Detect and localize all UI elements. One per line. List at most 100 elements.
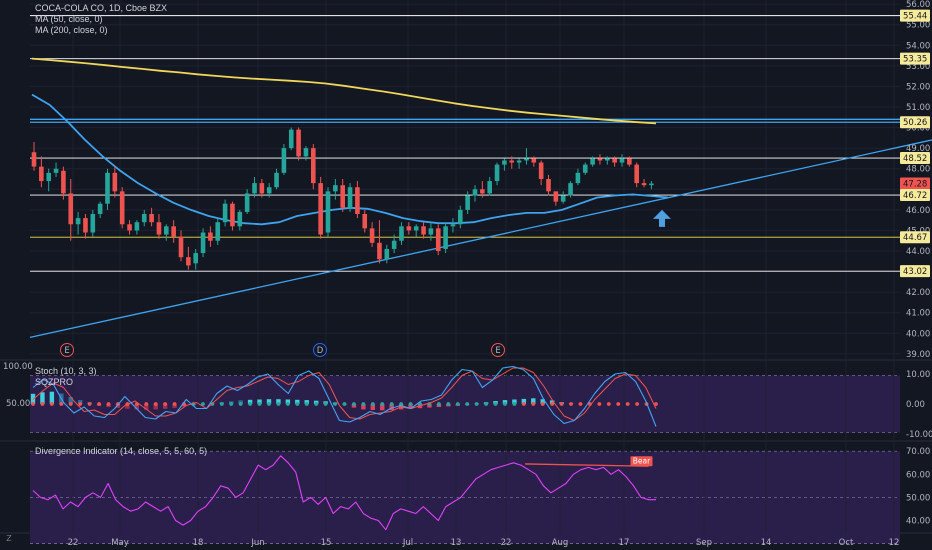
squeeze-dot xyxy=(540,402,545,406)
ascending-trendline xyxy=(29,139,932,339)
candle-body xyxy=(399,226,404,241)
candle-body xyxy=(215,222,221,241)
squeeze-dot xyxy=(352,402,356,406)
x-tick-label: 14 xyxy=(761,538,772,548)
x-tick-label: 15 xyxy=(321,538,332,548)
price-tag-label: 55.44 xyxy=(903,12,927,22)
price-tick-label: 50.00 xyxy=(906,124,930,134)
price-tick-label: 55.00 xyxy=(906,21,930,31)
squeeze-bar xyxy=(144,404,149,410)
candle-body xyxy=(39,166,44,182)
candle-body xyxy=(369,228,375,243)
zoom-button[interactable]: Z xyxy=(6,534,12,543)
candle-body xyxy=(230,203,235,227)
price-tick-label: 56.00 xyxy=(906,0,930,10)
candle-body xyxy=(266,187,272,194)
squeeze-bar xyxy=(266,399,272,404)
symbol-title[interactable]: COCA-COLA CO, 1D, Cboe BZX xyxy=(35,3,168,13)
candle-body xyxy=(450,224,456,227)
price-tag-label: 46.72 xyxy=(903,191,927,201)
candle-body xyxy=(553,191,559,202)
squeeze-dot xyxy=(144,402,149,406)
price-tag xyxy=(900,116,930,129)
candle-body xyxy=(612,158,617,163)
squeeze-bar xyxy=(531,398,536,404)
candle-body xyxy=(252,183,257,194)
squeeze-bar xyxy=(115,404,121,408)
candle-body xyxy=(68,193,74,225)
candle-body xyxy=(105,172,110,204)
price-tick-label: 44.00 xyxy=(906,247,930,257)
candle-body xyxy=(53,168,59,173)
price-tag xyxy=(900,231,930,244)
squeeze-bar xyxy=(502,400,508,404)
squeeze-dot xyxy=(342,402,347,406)
squeeze-dot xyxy=(68,402,73,406)
price-tag-label: 44.67 xyxy=(903,233,927,243)
up-arrow-icon xyxy=(653,209,671,227)
squeeze-bar xyxy=(521,398,527,404)
price-tick-label: 48.00 xyxy=(906,165,930,175)
squeeze-dot xyxy=(446,402,451,406)
price-tick-label: 53.00 xyxy=(906,62,930,72)
candle-body xyxy=(156,222,162,235)
ma200-legend[interactable]: MA (200, close, 0) xyxy=(35,25,108,35)
stoch-tick-label: -10.00 xyxy=(906,430,932,440)
stoch-title[interactable]: Stoch (10, 3, 3) xyxy=(35,366,97,376)
squeeze-dot xyxy=(436,402,441,406)
squeeze-dot xyxy=(654,402,658,406)
divergence-title[interactable]: Divergence Indicator (14, close, 5, 5, 6… xyxy=(35,446,208,456)
candle-body xyxy=(325,191,331,233)
x-tick-label: May xyxy=(111,538,129,548)
price-tag xyxy=(900,52,930,65)
candle-body xyxy=(435,228,441,252)
squeeze-dot xyxy=(361,402,366,406)
squeeze-bar xyxy=(247,399,253,404)
x-tick-label: Sep xyxy=(696,538,712,548)
squeeze-dot xyxy=(455,402,460,406)
candle-body xyxy=(178,236,184,258)
squeeze-bar xyxy=(408,404,413,409)
sqzpro-title[interactable]: SQZPRO xyxy=(35,377,74,387)
squeeze-dot xyxy=(333,402,337,406)
squeeze-dot xyxy=(597,402,602,406)
candle-body xyxy=(494,164,500,182)
candle-body xyxy=(347,187,353,208)
price-tick-label: 46.00 xyxy=(906,206,930,216)
price-tag xyxy=(900,177,930,190)
candle-body xyxy=(244,193,250,212)
candle-body xyxy=(303,148,309,157)
x-tick-label: 22 xyxy=(68,538,79,548)
squeeze-dot xyxy=(569,402,573,406)
squeeze-dot xyxy=(465,402,470,406)
squeeze-dot xyxy=(267,402,271,406)
price-tick-label: 52.00 xyxy=(906,82,930,92)
squeeze-dot xyxy=(559,402,564,406)
price-tag-label: 48.52 xyxy=(903,154,927,164)
candle-body xyxy=(318,183,323,235)
candle-body xyxy=(516,160,522,163)
candle-body xyxy=(634,164,639,184)
squeeze-dot xyxy=(484,402,488,406)
squeeze-dot xyxy=(106,402,111,406)
squeeze-bar xyxy=(380,404,385,411)
squeeze-dot xyxy=(512,402,517,406)
candle-body xyxy=(311,148,316,184)
candle-body xyxy=(259,183,265,194)
candle-body xyxy=(127,224,132,231)
divergence-tick-label: 50.00 xyxy=(906,493,930,503)
ma50-legend[interactable]: MA (50, close, 0) xyxy=(35,14,103,24)
candle-body xyxy=(281,148,287,173)
squeeze-bar xyxy=(276,399,281,404)
candle-body xyxy=(524,158,529,161)
candle-body xyxy=(582,164,588,173)
x-tick-label: Oct xyxy=(839,538,854,548)
event-marker-label: D xyxy=(317,346,324,356)
candle-body xyxy=(222,203,228,223)
squeeze-dot xyxy=(399,402,404,406)
candle-body xyxy=(112,172,118,192)
price-tag xyxy=(900,189,930,202)
candle-body xyxy=(296,129,301,157)
candle-body xyxy=(627,158,632,165)
